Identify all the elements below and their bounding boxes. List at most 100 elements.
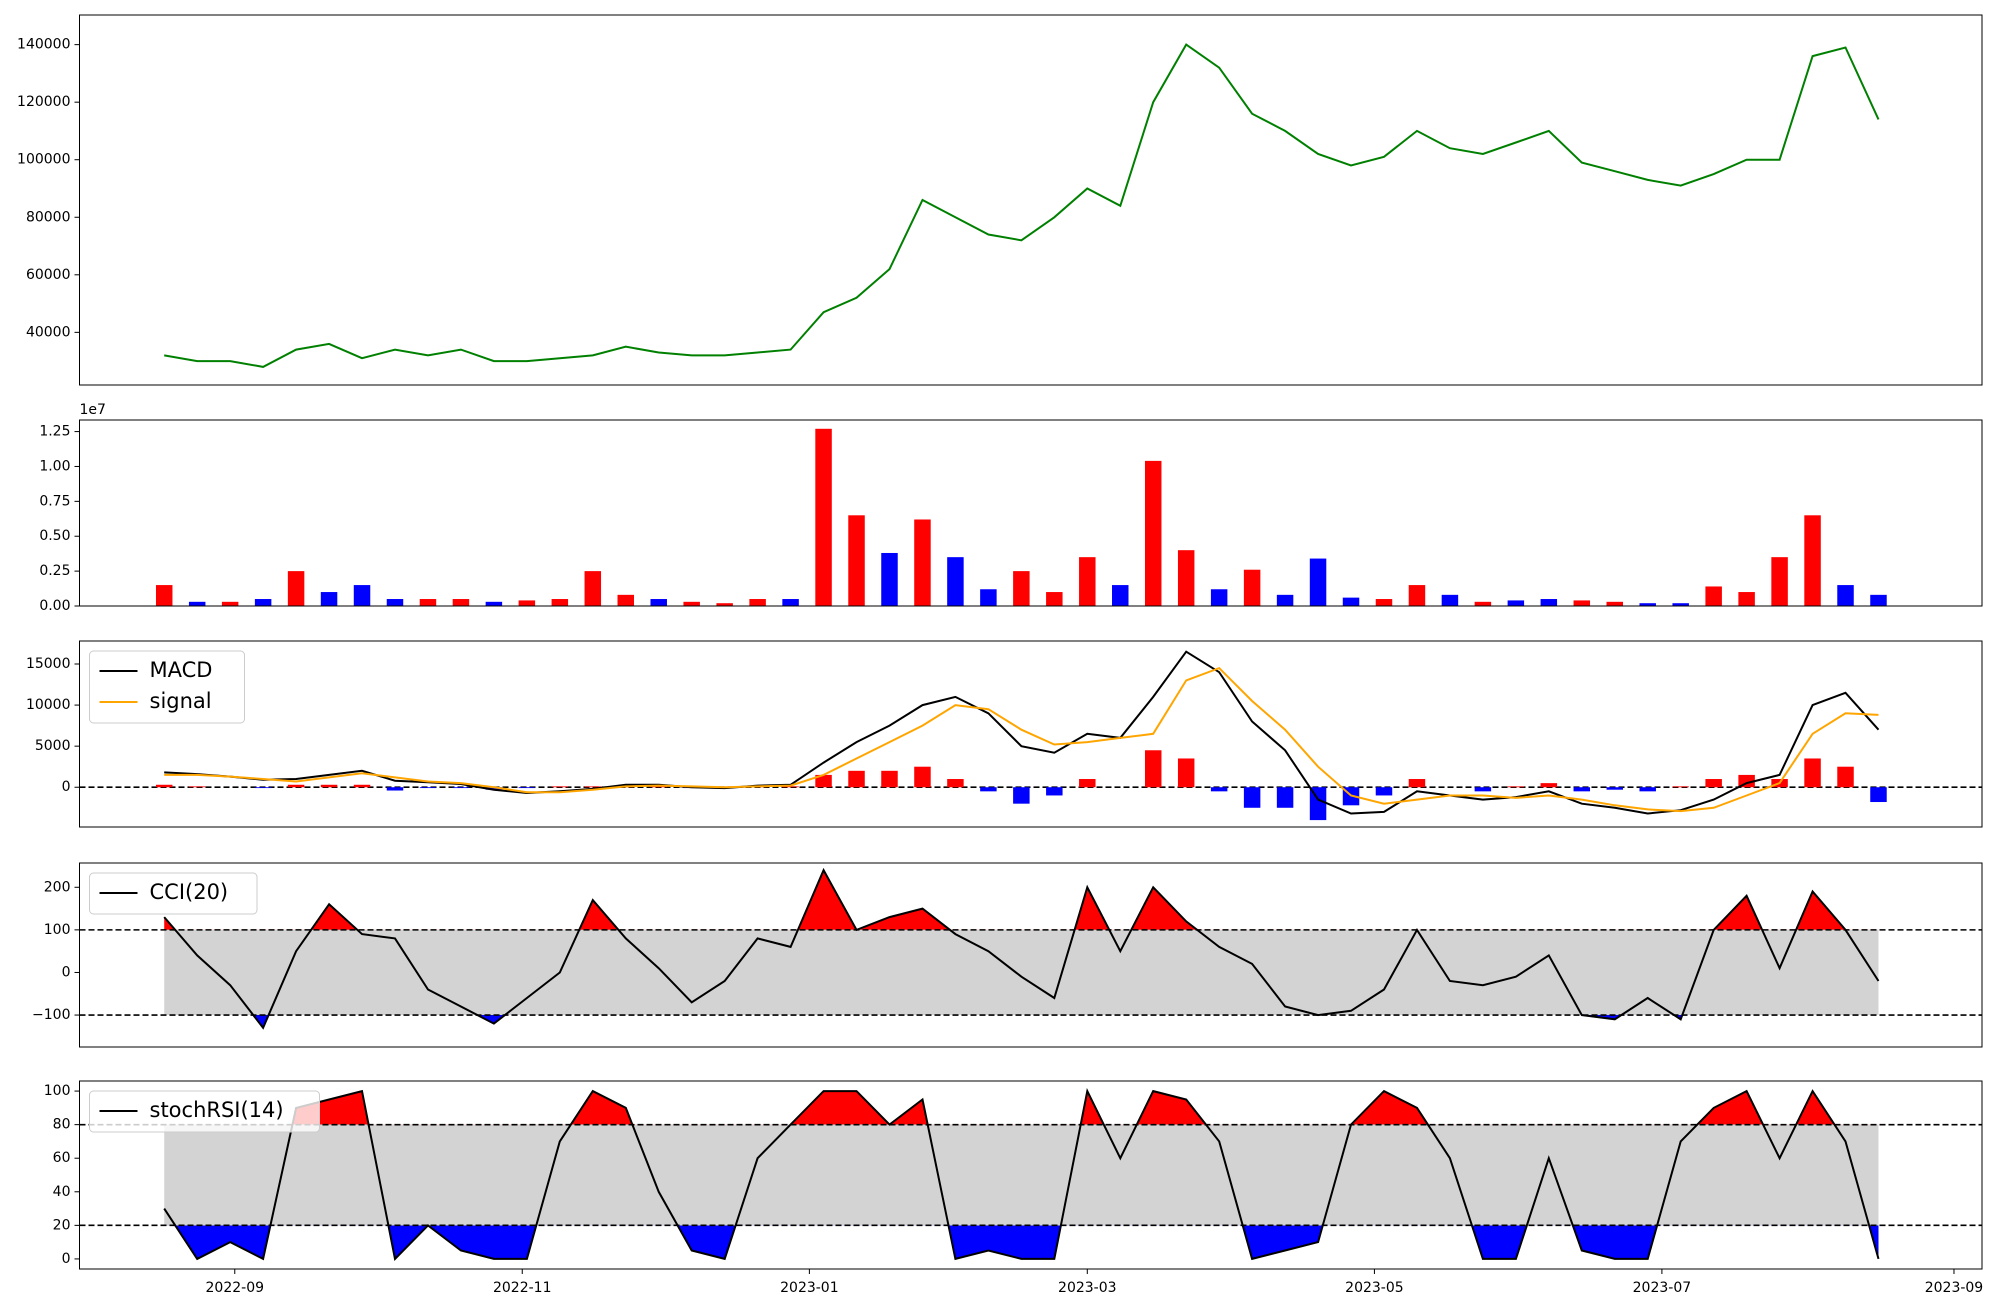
- volume-bar: [584, 571, 602, 606]
- volume-bar: [1474, 601, 1492, 606]
- histogram-bar: [1804, 758, 1821, 788]
- histogram-bar: [1046, 787, 1063, 796]
- y-offset-label: 1e7: [80, 402, 106, 418]
- histogram-bar: [1672, 786, 1689, 788]
- volume-bar: [1870, 594, 1887, 606]
- volume-bar: [188, 601, 206, 606]
- volume-bar: [980, 589, 997, 606]
- histogram-bar: [947, 779, 964, 788]
- y-tick-label: 40000: [26, 324, 71, 340]
- volume-bar: [1705, 586, 1722, 606]
- volume-bar: [320, 592, 338, 606]
- volume-bar: [1441, 594, 1459, 606]
- histogram-bar: [1079, 779, 1096, 788]
- histogram-bar: [518, 787, 536, 789]
- series-line: [163, 867, 1880, 1030]
- volume-bar: [749, 599, 766, 606]
- volume-bar: [1804, 515, 1821, 606]
- x-tick-label: 2023-03: [1058, 1280, 1117, 1296]
- legend-box: [89, 872, 258, 915]
- histogram-bar: [1474, 787, 1492, 792]
- y-tick-label: 60000: [26, 267, 71, 283]
- histogram-bar: [1144, 750, 1162, 788]
- histogram-bar: [1837, 766, 1854, 788]
- volume-bar: [1079, 557, 1096, 606]
- y-tick-label: 120000: [17, 94, 70, 110]
- x-tick-label: 2023-09: [1925, 1280, 1984, 1296]
- histogram-bar: [848, 770, 865, 788]
- histogram-bar: [1705, 779, 1722, 788]
- x-tick-label: 2022-11: [493, 1280, 552, 1296]
- volume-bar: [881, 552, 898, 606]
- histogram-bar: [1243, 787, 1261, 808]
- histogram-bar: [1408, 779, 1426, 788]
- y-tick-label: 200: [44, 879, 71, 895]
- volume-bar: [1771, 557, 1788, 606]
- overbought-fill: [164, 870, 1879, 930]
- histogram-bar: [452, 787, 470, 789]
- volume-bar: [650, 599, 667, 606]
- x-tick-label: 2023-05: [1345, 1280, 1404, 1296]
- histogram-bar: [1639, 787, 1656, 792]
- plot-area: [155, 428, 1887, 606]
- plot-area: [79, 650, 1982, 821]
- y-tick-label: 0.25: [39, 563, 70, 579]
- volume-bar: [1046, 592, 1063, 606]
- axes-frame: [79, 14, 1983, 386]
- axes-frame: [79, 640, 1983, 828]
- overbought-fill: [164, 1091, 1879, 1125]
- histogram-bar: [155, 784, 173, 788]
- volume-bar: [1112, 585, 1129, 606]
- volume-bar: [1606, 601, 1623, 606]
- series-line: [164, 666, 1879, 813]
- volume-bar: [947, 557, 964, 606]
- y-tick-label: 0.50: [39, 528, 70, 544]
- y-tick-label: 20: [53, 1217, 71, 1233]
- volume-bar: [386, 599, 404, 606]
- volume-bar: [419, 599, 437, 606]
- y-tick-label: 0.00: [39, 598, 70, 614]
- x-tick-label: 2022-09: [206, 1280, 265, 1296]
- y-tick-label: 140000: [17, 37, 70, 53]
- x-tick-label: 2023-01: [780, 1280, 839, 1296]
- histogram-bar: [353, 784, 371, 788]
- volume-bar: [683, 601, 700, 606]
- volume-bar: [155, 585, 173, 606]
- volume-bar: [1639, 603, 1656, 606]
- axes-frame: [79, 1080, 1983, 1270]
- plot-area: [79, 867, 1982, 1030]
- histogram-bar: [1606, 787, 1623, 790]
- histogram-bar: [1540, 783, 1558, 788]
- volume-bar: [254, 599, 272, 606]
- volume-bar: [1837, 585, 1854, 606]
- price-line: [164, 43, 1880, 368]
- legend-label: CCI(20): [150, 880, 229, 904]
- histogram-bar: [551, 786, 569, 788]
- volume-bar: [551, 599, 569, 606]
- histogram-bar: [386, 787, 404, 791]
- volume-bar: [1210, 589, 1228, 606]
- volume-bar: [1177, 550, 1195, 606]
- volume-bar: [1309, 558, 1327, 606]
- volume-bar: [1342, 597, 1360, 606]
- volume-bar: [353, 585, 371, 606]
- histogram-bar: [1573, 787, 1591, 792]
- histogram-bar: [881, 770, 898, 788]
- volume-bar: [287, 571, 305, 606]
- histogram-bar: [254, 787, 272, 789]
- histogram-bar: [782, 786, 799, 788]
- volume-bar: [1540, 599, 1558, 606]
- volume-bar: [1375, 599, 1393, 606]
- volume-bar: [1276, 594, 1294, 606]
- histogram-bar: [287, 784, 305, 788]
- neutral-band: [164, 929, 1879, 1016]
- y-tick-label: 1.00: [39, 458, 70, 474]
- axes-frame: [79, 862, 1983, 1048]
- y-tick-label: 1.25: [39, 424, 70, 440]
- y-tick-label: 100000: [17, 152, 70, 168]
- histogram-bar: [320, 784, 338, 788]
- histogram-bar: [1375, 787, 1393, 796]
- y-tick-label: 0: [62, 779, 71, 795]
